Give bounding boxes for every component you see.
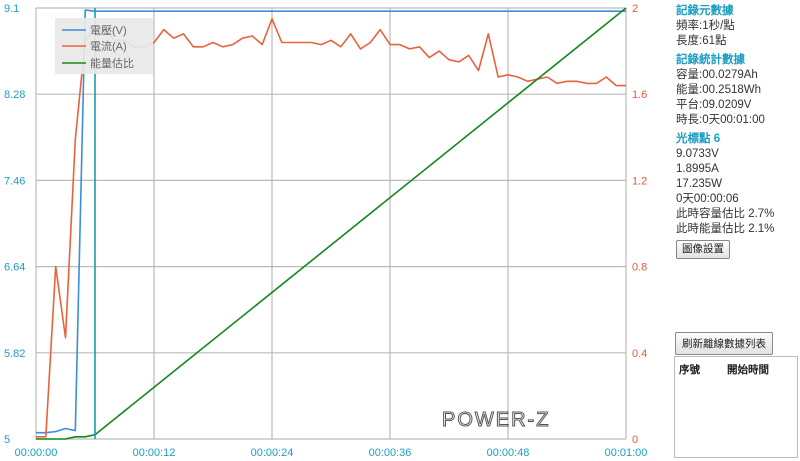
offline-data-table[interactable]: 序號 開始時間: [674, 356, 798, 458]
legend: 電壓(V) 電流(A) 能量估比: [62, 24, 134, 70]
x-tick-label: 00:00:36: [369, 447, 412, 459]
table-col-start: 開始時間: [727, 364, 769, 376]
x-tick-label: 00:00:12: [133, 447, 176, 459]
y-left-tick-label: 5.82: [4, 348, 25, 360]
stat-capacity: 容量:00.0279Ah: [676, 69, 758, 81]
cursor-capacity-ratio: 此時容量估比 2.7%: [676, 208, 775, 220]
stat-plateau: 平台:09.0209V: [676, 99, 752, 111]
cursor-title: 光標點 6: [676, 133, 721, 145]
stat-duration: 時長:0天00:01:00: [676, 114, 765, 126]
y-left-tick-label: 7.46: [4, 175, 25, 187]
x-tick-label: 00:00:24: [251, 447, 294, 459]
stats-title: 記錄統計數據: [676, 54, 745, 66]
y-left-tick-label: 5: [4, 434, 10, 446]
y-right-tick-label: 1.2: [632, 175, 647, 187]
y-left-tick-label: 8.28: [4, 89, 25, 101]
refresh-offline-list-button[interactable]: 刷新離線數據列表: [675, 332, 773, 355]
cursor-voltage: 9.0733V: [676, 148, 719, 160]
legend-label-energy: 能量估比: [90, 56, 134, 70]
y-left-tick-label: 6.64: [4, 262, 25, 274]
table-col-index: 序號: [679, 364, 700, 376]
stat-energy: 能量:00.2518Wh: [676, 84, 762, 96]
chart-settings-button[interactable]: 圖像設置: [676, 240, 730, 259]
cursor-time: 0天00:00:06: [676, 193, 739, 205]
cursor-energy-ratio: 此時能量估比 2.1%: [676, 223, 775, 235]
watermark: POWER-Z: [442, 409, 550, 431]
tick-labels: 9.1 8.28 7.46 6.64 5.82 5 2 1.6 1.2 0.8 0.4 0 00:00:…: [4, 3, 647, 459]
series-current-line: [36, 17, 626, 438]
legend-label-current: 電流(A): [90, 39, 127, 53]
table-header: 序號 開始時間: [675, 357, 797, 382]
sample-length: 長度:61點: [676, 35, 727, 47]
y-right-tick-label: 2: [632, 3, 638, 15]
y-right-tick-label: 1.6: [632, 89, 647, 101]
grid: [35, 7, 627, 440]
info-panel: 記錄元數據 頻率:1秒/點 長度:61點 記錄統計數據 容量:00.0279Ah…: [676, 4, 796, 259]
series-voltage-line: [36, 9, 626, 434]
cursor-power: 17.235W: [676, 178, 723, 190]
y-right-tick-label: 0.8: [632, 262, 647, 274]
sample-rate: 頻率:1秒/點: [676, 20, 735, 32]
x-tick-label: 00:01:00: [605, 447, 648, 459]
series-energy-line: [36, 7, 627, 440]
y-right-tick-label: 0.4: [632, 348, 647, 360]
cursor-current: 1.8995A: [676, 163, 719, 175]
meta-title: 記錄元數據: [676, 5, 734, 17]
legend-label-voltage: 電壓(V): [90, 24, 127, 37]
x-tick-label: 00:00:00: [15, 447, 58, 459]
y-left-tick-label: 9.1: [4, 3, 19, 15]
x-tick-label: 00:00:48: [487, 447, 530, 459]
y-right-tick-label: 0: [632, 434, 638, 446]
